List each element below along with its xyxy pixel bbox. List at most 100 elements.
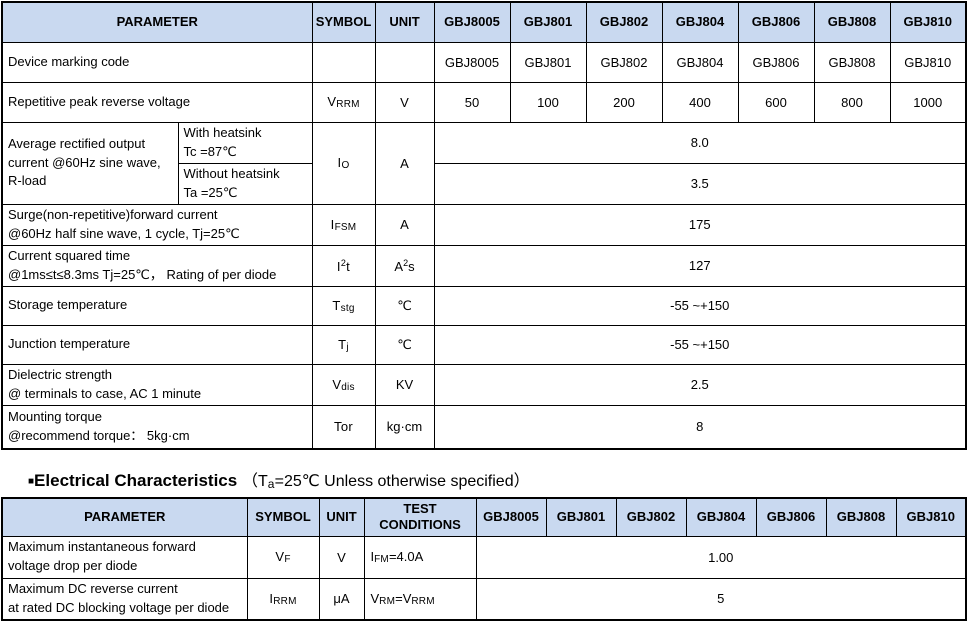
cond-text: I: [370, 549, 375, 564]
col-header-symbol: SYMBOL: [246, 497, 320, 537]
symbol-cell: Vdis: [311, 363, 376, 406]
symbol-cell: I2t: [311, 244, 376, 287]
param-cell: Mounting torque @recommend torque： 5kg·c…: [1, 404, 313, 450]
col-header-gbj801: GBJ801: [545, 497, 617, 537]
unit-cell: A: [374, 121, 435, 205]
col-header-test-conditions: TEST CONDITIONS: [363, 497, 477, 537]
cond-text: =V: [395, 590, 412, 606]
value-cell: GBJ808: [813, 41, 891, 83]
unit-cell: V: [374, 81, 435, 123]
cond-subscript: FM: [374, 554, 389, 565]
ratings-header-row: PARAMETER SYMBOL UNIT GBJ8005 GBJ801 GBJ…: [1, 1, 967, 43]
tstg-row: Storage temperature Tstg ℃ -55 ~+150: [1, 285, 967, 326]
value-cell: 200: [585, 81, 663, 123]
io-without-heatsink-row: Without heatsink Ta =25℃ 3.5: [2, 162, 967, 205]
vf-row: Maximum instantaneous forward voltage dr…: [1, 535, 967, 579]
irrm-row: Maximum DC reverse current at rated DC b…: [1, 577, 967, 621]
value-cell: GBJ804: [661, 41, 739, 83]
col-header-gbj802: GBJ802: [585, 1, 663, 43]
symbol-cell: VRRM: [311, 81, 376, 123]
symbol-cell-empty: [311, 41, 376, 83]
symbol-superscript: 2: [340, 257, 347, 268]
symbol-base: T: [332, 297, 341, 313]
symbol-cell: Tstg: [311, 285, 376, 326]
section-title: ■Electrical Characteristics （Ta=25℃ Unle…: [28, 467, 971, 491]
col-header-parameter: PARAMETER: [1, 497, 248, 537]
param-cell: Average rectified output current @60Hz s…: [1, 121, 179, 205]
symbol-cell: Tj: [311, 324, 376, 365]
value-cell: 600: [737, 81, 815, 123]
col-header-gbj8005: GBJ8005: [475, 497, 547, 537]
param-cell: Device marking code: [1, 41, 313, 83]
col-header-gbj8005: GBJ8005: [433, 1, 511, 43]
col-header-gbj806: GBJ806: [755, 497, 827, 537]
col-header-parameter: PARAMETER: [1, 1, 313, 43]
symbol-base: V: [275, 549, 285, 564]
col-header-gbj808: GBJ808: [825, 497, 897, 537]
symbol-cell: IFSM: [311, 203, 376, 246]
symbol-subscript: dis: [341, 381, 355, 393]
param-cell: Repetitive peak reverse voltage: [1, 81, 313, 123]
symbol-base: V: [332, 376, 342, 392]
tor-row: Mounting torque @recommend torque： 5kg·c…: [1, 404, 967, 450]
condition-cell: Without heatsink Ta =25℃: [177, 162, 313, 205]
col-header-gbj804: GBJ804: [661, 1, 739, 43]
vrrm-row: Repetitive peak reverse voltage VRRM V 5…: [1, 81, 967, 123]
title-paren-text: =25℃ Unless otherwise specified）: [274, 473, 530, 490]
symbol-base: I: [337, 155, 342, 170]
unit-base: s: [408, 258, 415, 274]
unit-cell-empty: [374, 41, 435, 83]
col-header-gbj810: GBJ810: [895, 497, 967, 537]
unit-superscript: 2: [403, 257, 409, 268]
symbol-base: I: [336, 258, 341, 274]
col-header-gbj804: GBJ804: [685, 497, 757, 537]
unit-cell: ℃: [374, 285, 435, 326]
symbol-subscript: stg: [340, 302, 355, 314]
unit-cell: A2s: [374, 244, 435, 287]
symbol-base: I: [269, 590, 274, 606]
symbol-subscript: RRM: [273, 595, 297, 607]
value-cell: 100: [509, 81, 587, 123]
value-cell: 800: [813, 81, 891, 123]
title-subscript: a: [267, 477, 275, 491]
unit-cell: A: [374, 203, 435, 246]
param-cell: Maximum DC reverse current at rated DC b…: [1, 577, 248, 621]
maximum-ratings-table: PARAMETER SYMBOL UNIT GBJ8005 GBJ801 GBJ…: [1, 1, 967, 450]
test-condition-cell: VRM=VRRM: [363, 577, 477, 621]
symbol-subscript: RRM: [336, 99, 360, 110]
value-cell: 50: [433, 81, 511, 123]
param-cell: Dielectric strength @ terminals to case,…: [1, 363, 313, 406]
device-marking-row: Device marking code GBJ8005 GBJ801 GBJ80…: [1, 41, 967, 83]
unit-cell: KV: [374, 363, 435, 406]
symbol-base: V: [327, 94, 337, 109]
param-cell: Current squared time @1ms≤t≤8.3ms Tj=25℃…: [1, 244, 313, 287]
tj-row: Junction temperature Tj ℃ -55 ~+150: [1, 324, 967, 365]
vdis-row: Dielectric strength @ terminals to case,…: [1, 363, 967, 406]
param-cell: Surge(non-repetitive)forward current @60…: [1, 203, 313, 246]
electrical-characteristics-table: PARAMETER SYMBOL UNIT TEST CONDITIONS GB…: [1, 497, 967, 621]
col-header-gbj802: GBJ802: [615, 497, 687, 537]
io-with-heatsink-row: Average rectified output current @60Hz s…: [1, 121, 967, 205]
symbol-base: t: [346, 258, 351, 274]
value-cell: GBJ8005: [433, 41, 511, 83]
unit-base: A: [394, 258, 404, 274]
col-header-gbj806: GBJ806: [737, 1, 815, 43]
value-cell: 400: [661, 81, 739, 123]
value-cell: 127: [433, 244, 967, 287]
value-cell: -55 ~+150: [433, 285, 967, 326]
ifsm-row: Surge(non-repetitive)forward current @60…: [1, 203, 967, 246]
value-cell: -55 ~+150: [433, 324, 967, 365]
value-cell: 2.5: [433, 363, 967, 406]
col-header-gbj801: GBJ801: [509, 1, 587, 43]
unit-cell: V: [318, 535, 365, 579]
col-header-unit: UNIT: [374, 1, 435, 43]
symbol-base: T: [338, 336, 347, 352]
cond-text: =4.0A: [388, 549, 424, 564]
value-cell: GBJ802: [585, 41, 663, 83]
section-title-conditions: （Ta=25℃ Unless otherwise specified）: [242, 473, 530, 491]
unit-cell: kg·cm: [374, 404, 435, 450]
section-title-text: Electrical Characteristics: [34, 471, 238, 490]
param-cell: Maximum instantaneous forward voltage dr…: [1, 535, 248, 579]
cond-subscript: RM: [379, 595, 396, 607]
symbol-subscript: j: [346, 341, 349, 353]
